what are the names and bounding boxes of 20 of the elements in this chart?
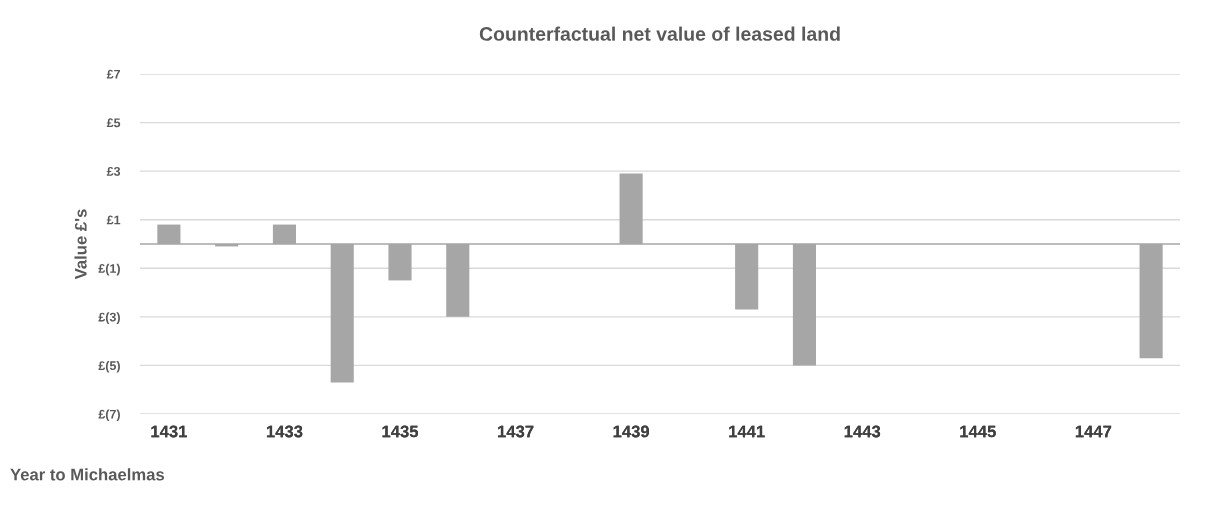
x-tick-label: 1435 (382, 425, 419, 438)
x-tick-label: 1433 (266, 425, 303, 438)
x-tick-label: 1447 (1075, 425, 1112, 438)
y-tick-label: £1 (106, 215, 121, 225)
x-tick-label: 1431 (151, 425, 187, 438)
y-tick-label: £3 (106, 166, 121, 176)
y-tick-label: £5 (106, 118, 121, 128)
y-tick-label: £(7) (98, 409, 120, 422)
y-tick-label: £(1) (98, 263, 120, 276)
x-tick-label: 1441 (729, 425, 765, 438)
y-tick-label: £(5) (98, 360, 120, 373)
y-tick-label: £(3) (98, 312, 120, 324)
chart-title: Counterfactual net value of leased land (479, 26, 840, 41)
x-tick-label: 1439 (613, 425, 650, 438)
x-axis-title: Year to Michaelmas (10, 468, 165, 481)
y-axis-title: Value £'s (74, 209, 87, 280)
x-tick-label: 1437 (498, 425, 534, 438)
x-tick-label: 1443 (844, 425, 881, 438)
y-tick-label: £7 (106, 69, 121, 79)
x-tick-label: 1445 (960, 425, 996, 438)
